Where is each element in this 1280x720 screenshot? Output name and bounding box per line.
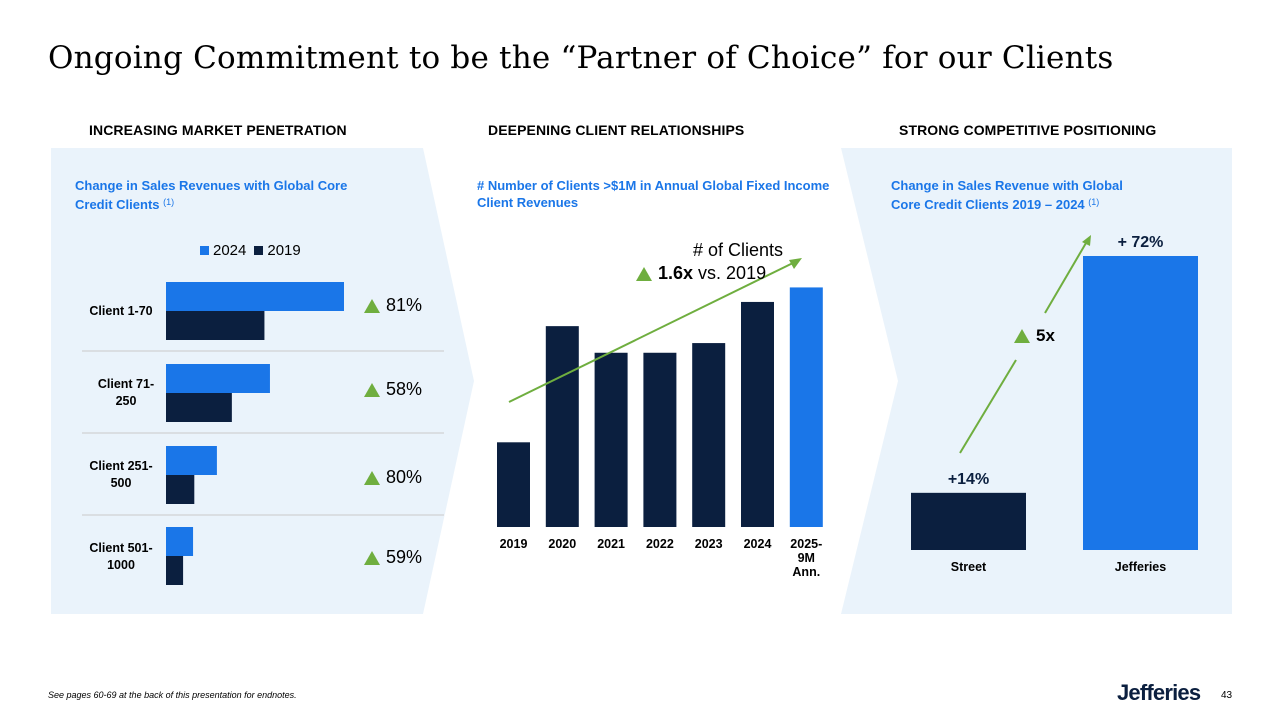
growth-annotation-text: 80% (386, 467, 423, 487)
category-label-client-71-250: Client 71- 250 (97, 377, 155, 408)
multiple-annotation: 5x (1014, 326, 1055, 346)
up-triangle-icon (364, 550, 380, 565)
up-triangle-icon (364, 298, 380, 313)
multiple-annotation-text: 5x (1036, 326, 1055, 345)
x-tick-label-jefferies: Jefferies (1115, 560, 1166, 574)
data-label-jefferies: + 72% (1118, 234, 1164, 251)
legend-swatch-2019 (254, 246, 264, 255)
category-label-client-1-70: Client 1-70 (89, 304, 153, 318)
x-tick-label-2: 2021 (597, 537, 625, 551)
bar-2019-1 (166, 393, 232, 422)
trend-arrow-line (508, 261, 796, 403)
middle-chart-x-axis: 2019 2020 2021 2022 2023 2024 2025- 9M Ann. (0, 537, 900, 587)
left-hbar-chart (82, 282, 444, 585)
legend-item-2019: 2019 (254, 242, 301, 259)
bar-2019-2 (166, 475, 195, 504)
callout-multiple-value: 1.6x (658, 263, 694, 283)
bar-6 (789, 287, 823, 527)
data-label-street: +14% (948, 471, 989, 488)
trend-arrow-line-upper (1044, 242, 1087, 314)
up-triangle-icon (364, 382, 380, 397)
x-tick-label-1: 2020 (548, 537, 577, 551)
category-label-client-501-1000: Client 501- 1000 (89, 541, 153, 572)
client-growth-callout: # of Clients 1.6x vs. 2019 (598, 240, 828, 284)
middle-bar-chart (497, 258, 823, 527)
endnote-reference: See pages 60-69 at the back of this pres… (48, 690, 297, 700)
up-triangle-icon (1014, 329, 1030, 343)
bar-5 (741, 301, 774, 527)
bar-2024-3 (166, 527, 194, 556)
up-triangle-icon (636, 266, 652, 281)
section-heading-market-penetration: INCREASING MARKET PENETRATION (89, 122, 347, 138)
middle-chart-subtitle: # Number of Clients >$1M in Annual Globa… (477, 178, 830, 210)
bar-3 (643, 352, 677, 527)
left-chart-title: Change in Sales Revenues with Global Cor… (75, 178, 348, 212)
right-chart-subtitle: Change in Sales Revenue with Global Core… (891, 177, 1151, 213)
category-label-client-251-500: Client 251- 500 (89, 459, 153, 490)
growth-annotation-text: 58% (386, 379, 423, 399)
growth-annotation-text: 81% (386, 295, 423, 315)
bar-2024-2 (166, 446, 217, 475)
x-tick-label-5: 2024 (743, 537, 772, 551)
right-chart-footnote-ref: (1) (1088, 197, 1100, 207)
callout-line-multiple: 1.6x vs. 2019 (636, 263, 828, 284)
bar-2019-0 (166, 311, 265, 340)
x-tick-label-6: 2025- 9M Ann. (790, 537, 823, 579)
growth-annotation-client-1-70: 81% (364, 295, 422, 316)
page-number: 43 (1221, 690, 1233, 701)
x-tick-label-3: 2022 (645, 537, 674, 551)
section-heading-client-relationships: DEEPENING CLIENT RELATIONSHIPS (488, 122, 745, 138)
legend-swatch-2024 (200, 246, 209, 255)
x-tick-label-4: 2023 (694, 537, 723, 551)
bar-4 (692, 343, 726, 527)
trend-arrow-line-lower (959, 359, 1017, 454)
right-bar-chart: +14% Street + 72% Jefferies (911, 234, 1198, 574)
bar-2024-1 (166, 364, 270, 393)
bar-0 (497, 442, 530, 527)
growth-annotation-client-501-1000: 59% (364, 547, 422, 568)
up-triangle-icon (364, 470, 380, 485)
growth-annotation-client-251-500: 80% (364, 467, 422, 488)
bar-1 (545, 326, 579, 527)
left-chart-footnote-ref: (1) (163, 197, 175, 207)
trend-arrow-head-icon (789, 258, 802, 269)
growth-annotation-text: 59% (386, 547, 423, 567)
x-tick-label-0: 2019 (499, 537, 528, 551)
legend-label-2019: 2019 (267, 242, 301, 259)
callout-line-clients: # of Clients (692, 240, 784, 260)
right-chart-title: Change in Sales Revenue with Global Core… (891, 178, 1123, 212)
page-title: Ongoing Commitment to be the “Partner of… (48, 40, 1114, 76)
bar-jefferies (1083, 256, 1198, 550)
bar-2 (594, 352, 628, 527)
bar-2019-3 (166, 556, 184, 585)
section-heading-competitive-positioning: STRONG COMPETITIVE POSITIONING (899, 122, 1157, 138)
x-tick-label-street: Street (951, 560, 987, 574)
jefferies-logo: Jefferies (1117, 680, 1201, 705)
legend-item-2024: 2024 (200, 242, 246, 259)
growth-annotation-client-71-250: 58% (364, 379, 422, 400)
bar-2024-0 (166, 282, 344, 311)
left-chart-legend: 2024 2019 (200, 242, 309, 259)
bar-street (911, 492, 1026, 550)
callout-multiple-suffix: vs. 2019 (693, 263, 767, 283)
left-chart-subtitle: Change in Sales Revenues with Global Cor… (75, 177, 375, 213)
legend-label-2024: 2024 (213, 242, 247, 259)
trend-arrow-head-icon (1082, 235, 1091, 246)
